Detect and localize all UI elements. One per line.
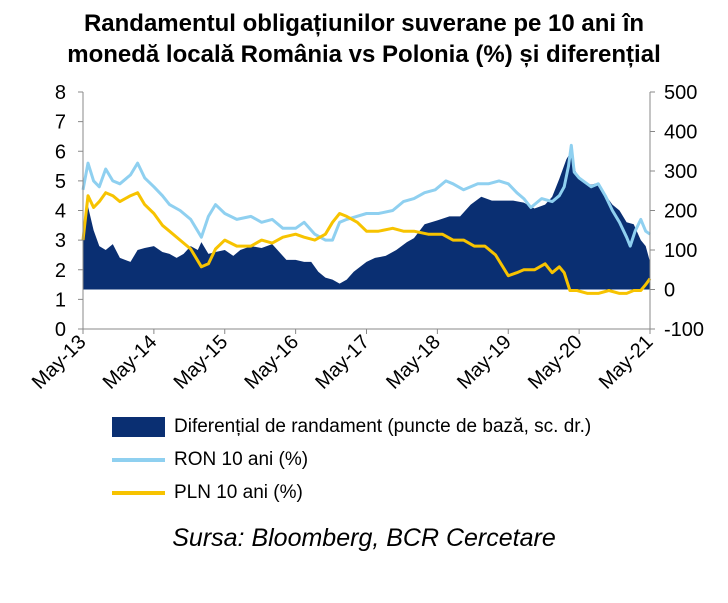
legend-label-spread: Diferențial de randament (puncte de bază… [174,416,592,437]
y-left-tick-label: 0 [55,319,66,341]
y-right-tick-label: 0 [664,280,675,302]
x-tick-label: May-18 [382,331,445,394]
chart-title: Randamentul obligațiunilor suverane pe 1… [0,8,728,70]
y-left-tick-label: 4 [55,201,66,223]
y-left-tick-label: 1 [55,289,66,311]
chart-title-line-2: monedă locală România vs Polonia (%) și … [67,41,661,68]
y-left-tick-label: 3 [55,230,66,252]
chart-title-line-1: Randamentul obligațiunilor suverane pe 1… [83,10,645,37]
y-right-tick-label: 300 [664,161,697,183]
x-tick-label: May-16 [240,331,303,394]
series-area-spread [83,151,650,290]
legend-label-ron: RON 10 ani (%) [174,449,309,470]
y-right-tick-label: 400 [664,122,697,144]
x-tick-label: May-15 [170,331,233,394]
x-tick-label: May-19 [453,331,516,394]
y-left-tick-label: 8 [55,82,66,104]
y-right-tick-label: -100 [664,319,704,341]
source-note: Sursa: Bloomberg, BCR Cercetare [172,524,556,552]
series-line-ron [81,143,651,248]
y-left-tick-label: 5 [55,171,66,193]
x-tick-label: May-20 [524,331,587,394]
legend-label-pln: PLN 10 ani (%) [174,482,303,503]
x-tick-label: May-17 [311,331,374,394]
y-left-tick-label: 7 [55,112,66,134]
legend-swatch-spread [112,417,165,437]
x-tick-label: May-14 [99,331,162,394]
y-right-tick-label: 500 [664,82,697,104]
y-right-tick-label: 200 [664,201,697,223]
legend-swatch-pln [112,491,165,495]
x-tick-label: May-21 [595,331,658,394]
legend-swatch-ron [112,458,165,462]
y-left-tick-label: 2 [55,260,66,282]
series-line-pln [81,191,652,295]
y-right-tick-label: 100 [664,240,697,262]
y-left-tick-label: 6 [55,141,66,163]
